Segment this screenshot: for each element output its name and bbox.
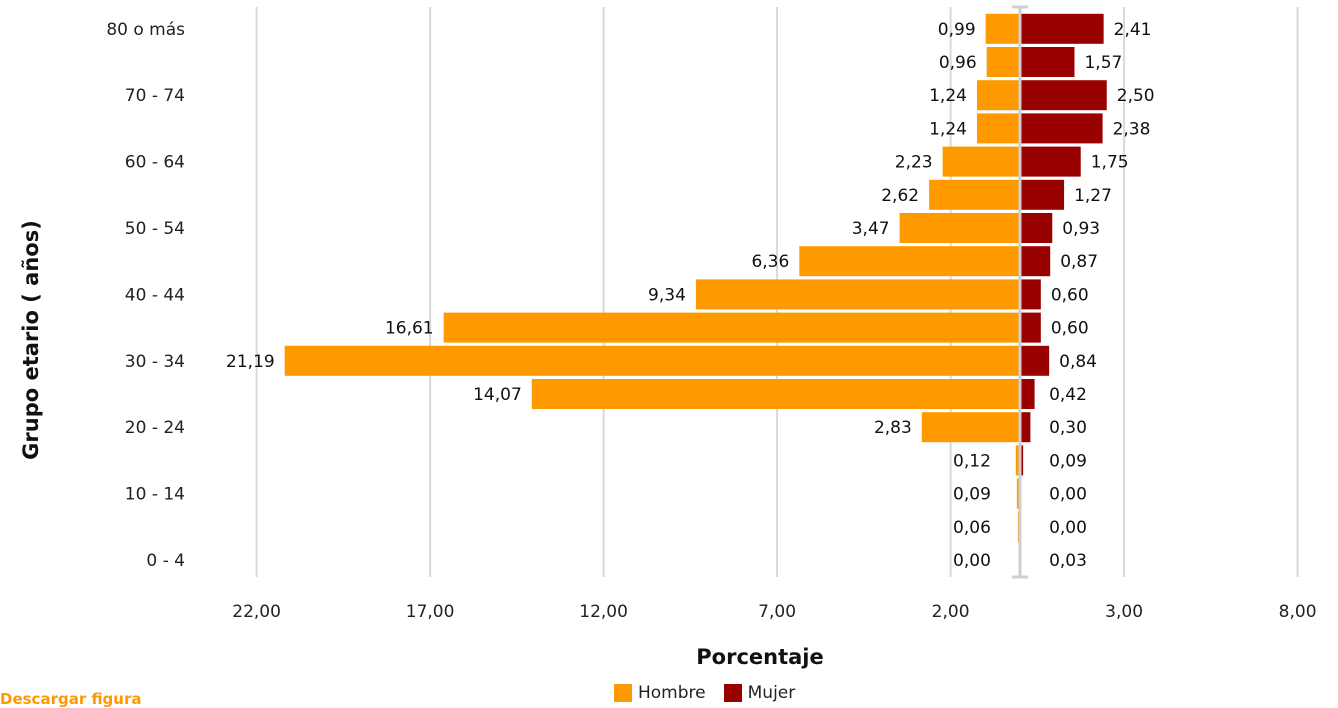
data-label-mujer: 0,03 [1049, 551, 1087, 571]
bar-hombre [921, 412, 1020, 443]
legend-label-hombre: Hombre [638, 683, 706, 703]
y-tick-label: 50 - 54 [125, 219, 185, 239]
bar-mujer [1020, 279, 1041, 310]
data-label-hombre: 2,62 [881, 186, 919, 206]
x-tick-label: 3,00 [1105, 602, 1143, 622]
bar-hombre [1015, 445, 1020, 476]
data-label-mujer: 0,84 [1059, 352, 1097, 372]
bar-hombre [695, 279, 1020, 310]
y-tick-labels: 0 - 4 10 - 14 20 - 24 30 - 34 40 - 44 50 - 54… [106, 20, 185, 571]
bar-mujer [1020, 47, 1075, 77]
x-axis-title: Porcentaje [696, 645, 823, 669]
bar-mujer [1020, 246, 1051, 277]
data-label-mujer: 0,60 [1051, 285, 1089, 305]
data-label-hombre: 0,99 [938, 20, 976, 40]
x-tick-label: 2,00 [932, 602, 970, 622]
y-tick-label: 20 - 24 [125, 418, 185, 438]
bar-mujer [1020, 179, 1065, 210]
bar-mujer [1020, 113, 1103, 144]
bar-mujer [1020, 312, 1041, 343]
data-label-hombre: 1,24 [929, 86, 967, 106]
y-tick-label: 70 - 74 [125, 86, 185, 106]
data-label-hombre: 0,00 [953, 551, 991, 571]
x-tick-label: 22,00 [232, 602, 281, 622]
legend: Hombre Mujer [614, 683, 795, 703]
data-label-hombre: 1,24 [929, 119, 967, 139]
bars [284, 13, 1107, 575]
bar-hombre [799, 246, 1020, 277]
data-label-mujer: 1,27 [1074, 186, 1112, 206]
bar-mujer [1020, 213, 1053, 243]
bar-mujer [1020, 412, 1031, 443]
y-tick-label: 30 - 34 [125, 352, 185, 372]
bar-hombre [899, 213, 1020, 243]
x-tick-labels: 22,00 17,00 12,00 7,00 2,00 3,00 8,00 [232, 602, 1316, 622]
data-label-hombre: 3,47 [852, 219, 890, 239]
data-label-hombre: 14,07 [473, 385, 522, 405]
data-label-mujer: 2,41 [1114, 20, 1152, 40]
data-label-mujer: 2,50 [1117, 86, 1155, 106]
data-label-hombre: 0,12 [953, 451, 991, 471]
data-label-mujer: 0,93 [1062, 219, 1100, 239]
data-label-hombre: 0,96 [939, 53, 977, 73]
data-label-mujer: 0,00 [1049, 485, 1087, 505]
data-label-mujer: 0,60 [1051, 319, 1089, 339]
legend-label-mujer: Mujer [747, 683, 796, 703]
bar-hombre [929, 179, 1020, 210]
data-label-mujer: 0,42 [1049, 385, 1087, 405]
bar-hombre [976, 80, 1020, 111]
y-axis-title: Grupo etario ( años) [19, 220, 43, 460]
x-tick-label: 17,00 [406, 602, 455, 622]
bar-mujer [1020, 13, 1104, 44]
bar-mujer [1020, 80, 1107, 111]
data-label-mujer: 0,00 [1049, 518, 1087, 538]
legend-swatch-hombre [614, 684, 632, 702]
data-label-hombre: 21,19 [226, 352, 275, 372]
bar-hombre [531, 379, 1020, 409]
data-label-hombre: 0,06 [953, 518, 991, 538]
data-label-mujer: 2,38 [1113, 119, 1151, 139]
y-tick-label: 0 - 4 [146, 551, 185, 571]
bar-mujer [1020, 445, 1024, 476]
x-tick-label: 7,00 [758, 602, 796, 622]
data-label-mujer: 0,09 [1049, 451, 1087, 471]
bar-hombre [443, 312, 1020, 343]
y-tick-label: 10 - 14 [125, 485, 185, 505]
data-label-mujer: 1,75 [1091, 153, 1129, 173]
bar-hombre [1016, 478, 1020, 509]
data-label-hombre: 16,61 [385, 319, 434, 339]
bar-mujer [1020, 146, 1081, 177]
bar-mujer [1020, 379, 1035, 409]
x-tick-label: 12,00 [579, 602, 628, 622]
bar-hombre [284, 345, 1020, 376]
y-tick-label: 60 - 64 [125, 153, 185, 173]
bar-hombre [942, 146, 1020, 177]
data-label-mujer: 0,87 [1060, 252, 1098, 272]
data-label-hombre: 9,34 [648, 285, 686, 305]
data-label-mujer: 1,57 [1084, 53, 1122, 73]
data-label-hombre: 0,09 [953, 485, 991, 505]
center-axis [1012, 5, 1028, 579]
bar-hombre [986, 47, 1020, 77]
legend-item-mujer[interactable]: Mujer [723, 683, 796, 703]
y-tick-label: 80 o más [106, 20, 185, 40]
bar-hombre [985, 13, 1020, 44]
legend-swatch-mujer [723, 684, 742, 702]
data-label-hombre: 2,83 [874, 418, 912, 438]
data-label-hombre: 2,23 [895, 153, 933, 173]
bar-mujer [1020, 345, 1050, 376]
data-labels: 0,00 0,03 0,06 0,00 0,09 0,00 0,12 0,09 2,83 0,30… [226, 20, 1155, 571]
download-figure-link[interactable]: Descargar figura [0, 690, 142, 708]
x-tick-label: 8,00 [1279, 602, 1317, 622]
bar-hombre [976, 113, 1020, 144]
legend-item-hombre[interactable]: Hombre [614, 683, 706, 703]
y-tick-label: 40 - 44 [125, 285, 185, 305]
data-label-hombre: 6,36 [751, 252, 789, 272]
data-label-mujer: 0,30 [1049, 418, 1087, 438]
